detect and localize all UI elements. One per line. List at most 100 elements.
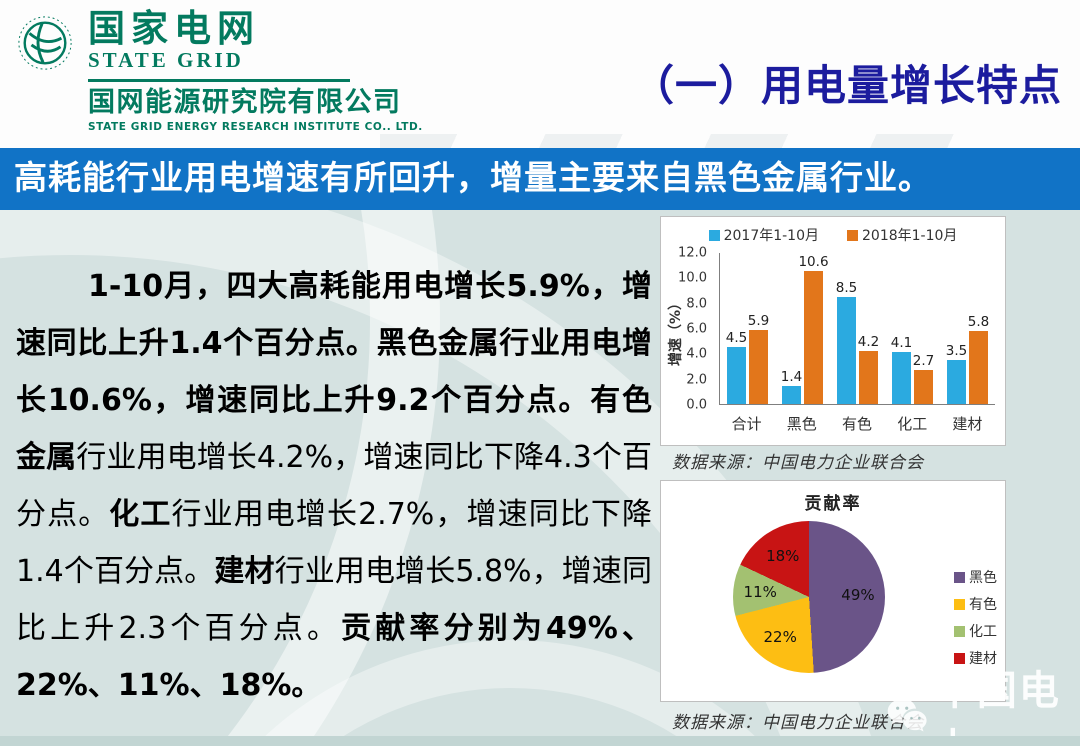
bar [727, 347, 746, 404]
paragraph-segment: 建材 [214, 554, 275, 589]
bar [837, 297, 856, 404]
bar [804, 270, 823, 404]
paragraph-segment: 1-10月，四大高耗能用电增长5.9%，增速同比上升1.4个百分点。黑色金属行业… [16, 269, 652, 475]
org-en-name: STATE GRID ENERGY RESEARCH INSTITUTE CO.… [88, 120, 423, 133]
y-tick-label: 8.0 [686, 296, 707, 312]
state-grid-globe-icon [18, 16, 72, 70]
legend-swatch [954, 625, 965, 637]
paragraph-segment: 行业用电增长5.8%，增速同比上升2.3个百分点。 [16, 554, 653, 646]
section-title: （一）用电量增长特点 [631, 61, 1062, 110]
legend-label: 2018年1-10月 [862, 228, 958, 244]
bar-group: 1.4 10.6 [781, 253, 829, 404]
bar-chart-plot-area: 4.5 5.9 1.4 10.6 8.5 4.2 4.1 2.7 3.5 5.8 [719, 253, 995, 405]
x-category-label: 黑色 [786, 415, 817, 433]
header-decoration [380, 134, 1020, 148]
legend-item: 2017年1-10月 [708, 225, 819, 245]
paragraph-segment: 行业用电增长4.2%，增速同比下降4.3个百分点。 [16, 440, 652, 532]
bar-chart-source-note: 数据来源：中国电力企业联合会 [672, 453, 924, 473]
state-grid-logo: 国家电网 STATE GRID 国网能源研究院有限公司 STATE GRID E… [16, 7, 423, 133]
legend-label: 建材 [969, 651, 997, 667]
bar-chart-x-labels: 合计 黑色 有色 化工 建材 [719, 406, 995, 434]
bar-value-label: 4.1 [890, 335, 913, 352]
legend-swatch [954, 598, 965, 610]
x-category-label: 合计 [731, 415, 762, 433]
bar-group: 4.1 2.7 [891, 253, 935, 404]
pie-chart-source-note: 数据来源：中国电力企业联合会 [672, 713, 924, 733]
bar-value-label: 5.9 [747, 312, 770, 329]
bar [749, 329, 768, 404]
bar [782, 386, 801, 404]
bar-column: 4.2 [858, 253, 880, 404]
bar-column: 5.9 [748, 253, 770, 404]
pie-chart: 49% 22% 11% 18% [733, 521, 885, 673]
legend-item: 建材 [954, 648, 997, 668]
y-tick-label: 10.0 [678, 270, 707, 286]
bar-column: 3.5 [946, 253, 968, 404]
bar-value-label: 8.5 [835, 280, 858, 297]
legend-swatch [847, 229, 858, 241]
legend-item: 化工 [954, 621, 997, 641]
bar-value-label: 10.6 [798, 253, 829, 270]
pie-chart-title: 贡献率 [804, 494, 862, 514]
watermark-text: 中国电力 [934, 668, 1061, 746]
pie-slice-label: 22% [763, 627, 797, 646]
header: 国家电网 STATE GRID 国网能源研究院有限公司 STATE GRID E… [0, 0, 1080, 148]
y-tick-label: 0.0 [686, 397, 707, 413]
bar-value-label: 1.4 [780, 369, 803, 386]
legend-label: 2017年1-10月 [723, 228, 819, 244]
logo-cn-name: 国家电网 [88, 7, 260, 50]
legend-item: 2018年1-10月 [847, 225, 957, 245]
bar-column: 1.4 [781, 253, 803, 404]
body-paragraph: 1-10月，四大高耗能用电增长5.9%，增速同比上升1.4个百分点。黑色金属行业… [16, 258, 652, 714]
bar [969, 331, 988, 404]
bar-column: 8.5 [836, 253, 858, 404]
bar-column: 2.7 [913, 253, 935, 404]
paragraph-segment: 贡献率分别为49%、22%、11%、18%。 [16, 611, 652, 703]
paragraph-segment: 化工 [109, 497, 172, 532]
pie-slice-label: 11% [743, 583, 777, 602]
y-tick-label: 2.0 [686, 372, 707, 388]
x-category-label: 建材 [952, 415, 983, 433]
bar [892, 352, 911, 404]
x-category-label: 化工 [897, 415, 928, 433]
pie-chart-legend: 黑色 有色 化工 建材 [954, 567, 997, 668]
bar-value-label: 4.5 [725, 330, 748, 347]
y-tick-label: 12.0 [678, 245, 707, 261]
bar-chart-legend: 2017年1-10月 2018年1-10月 [661, 225, 1005, 245]
x-category-label: 有色 [842, 415, 873, 433]
y-tick-label: 6.0 [686, 321, 707, 337]
wechat-icon [887, 698, 927, 732]
pie-slice-label: 49% [841, 586, 875, 605]
bar-chart-y-ticks: 0.0 2.0 4.0 6.0 8.0 10.0 12.0 [661, 246, 713, 413]
legend-label: 化工 [969, 624, 997, 640]
bar-group: 4.5 5.9 [726, 253, 770, 404]
y-tick-label: 4.0 [686, 346, 707, 362]
org-cn-name: 国网能源研究院有限公司 [88, 86, 402, 118]
bar-value-label: 5.8 [967, 314, 990, 331]
bar [859, 351, 878, 404]
headline-banner: 高耗能行业用电增速有所回升，增量主要来自黑色金属行业。 [0, 148, 1080, 210]
logo-en-name: STATE GRID [88, 47, 244, 72]
bar-column: 4.1 [891, 253, 913, 404]
watermark: 中国电力 [886, 658, 1080, 746]
paragraph-segment: 行业用电增长2.7%，增速同比下降1.4个百分点。 [16, 497, 653, 589]
bar-column: 4.5 [726, 253, 748, 404]
bar-chart-panel: 2017年1-10月 2018年1-10月 增速（%） 0.0 2.0 4.0 6.0 8… [660, 216, 1006, 446]
bar-value-label: 3.5 [945, 342, 968, 359]
bar-group: 3.5 5.8 [946, 253, 990, 404]
bottom-strip [0, 736, 1080, 746]
bar [914, 370, 933, 404]
bar-group: 8.5 4.2 [836, 253, 880, 404]
logo-divider [88, 78, 350, 82]
legend-label: 有色 [969, 597, 997, 613]
bar-column: 10.6 [798, 253, 829, 404]
legend-swatch [708, 229, 720, 241]
bar [947, 359, 966, 404]
legend-item: 有色 [954, 594, 997, 614]
content-area: 1-10月，四大高耗能用电增长5.9%，增速同比上升1.4个百分点。黑色金属行业… [0, 210, 1080, 746]
bar-column: 5.8 [968, 253, 990, 404]
legend-swatch [954, 652, 965, 664]
pie-slice-label: 18% [766, 546, 800, 565]
pie-chart-panel: 贡献率 49% 22% 11% 18% 黑色 有色 化工 建材 [660, 480, 1006, 702]
